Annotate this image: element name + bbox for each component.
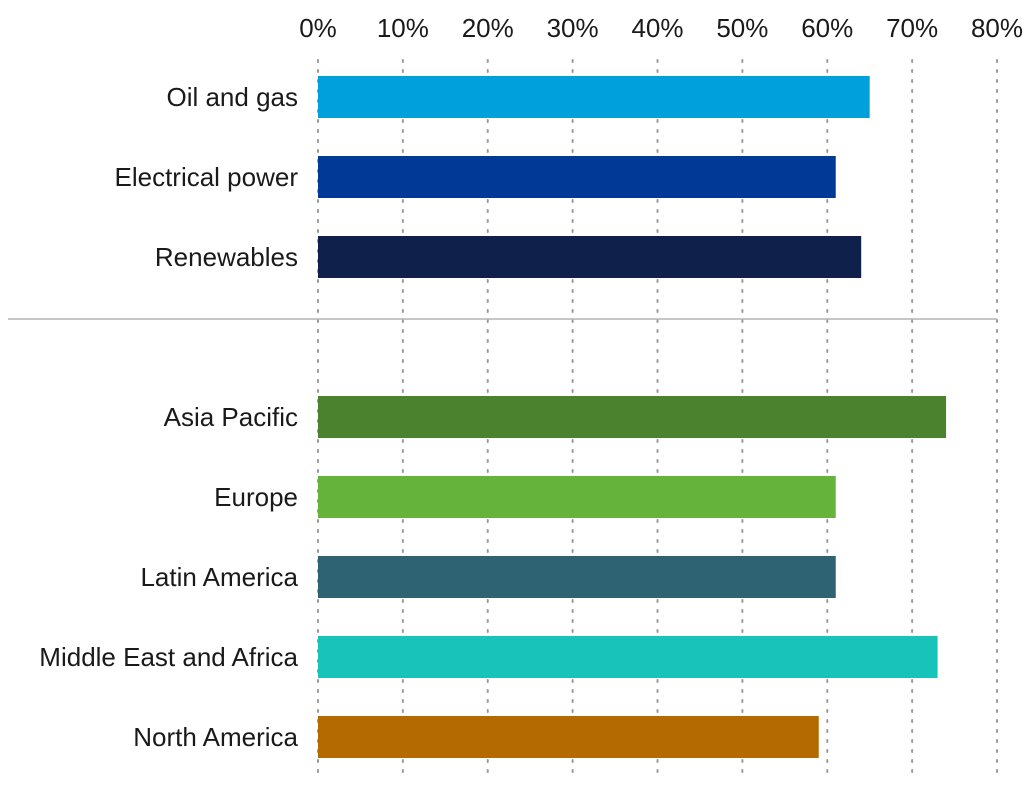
bar [318,716,819,758]
x-tick-label: 20% [462,13,514,43]
bar [318,476,836,518]
category-label: North America [133,722,298,752]
bar [318,556,836,598]
bars [318,76,947,758]
bar [318,76,870,118]
x-tick-label: 70% [886,13,938,43]
category-label: Oil and gas [166,82,298,112]
category-label: Europe [214,482,298,512]
category-labels: Oil and gas Electrical power Renewables Asi… [39,82,298,752]
bar [318,636,938,678]
x-tick-label: 0% [299,13,337,43]
x-tick-label: 50% [716,13,768,43]
x-tick-label: 40% [631,13,683,43]
x-tick-label: 10% [377,13,429,43]
bar [318,236,862,278]
x-tick-label: 30% [547,13,599,43]
x-axis-ticks: 0% 10% 20% 30% 40% 50% 60% 70% 80% [299,13,1023,43]
category-label: Electrical power [114,162,298,192]
category-label: Asia Pacific [164,402,298,432]
category-label: Renewables [155,242,298,272]
bar [318,396,947,438]
x-tick-label: 80% [971,13,1023,43]
bar [318,156,836,198]
category-label: Latin America [140,562,298,592]
category-label: Middle East and Africa [39,642,298,672]
x-tick-label: 60% [801,13,853,43]
